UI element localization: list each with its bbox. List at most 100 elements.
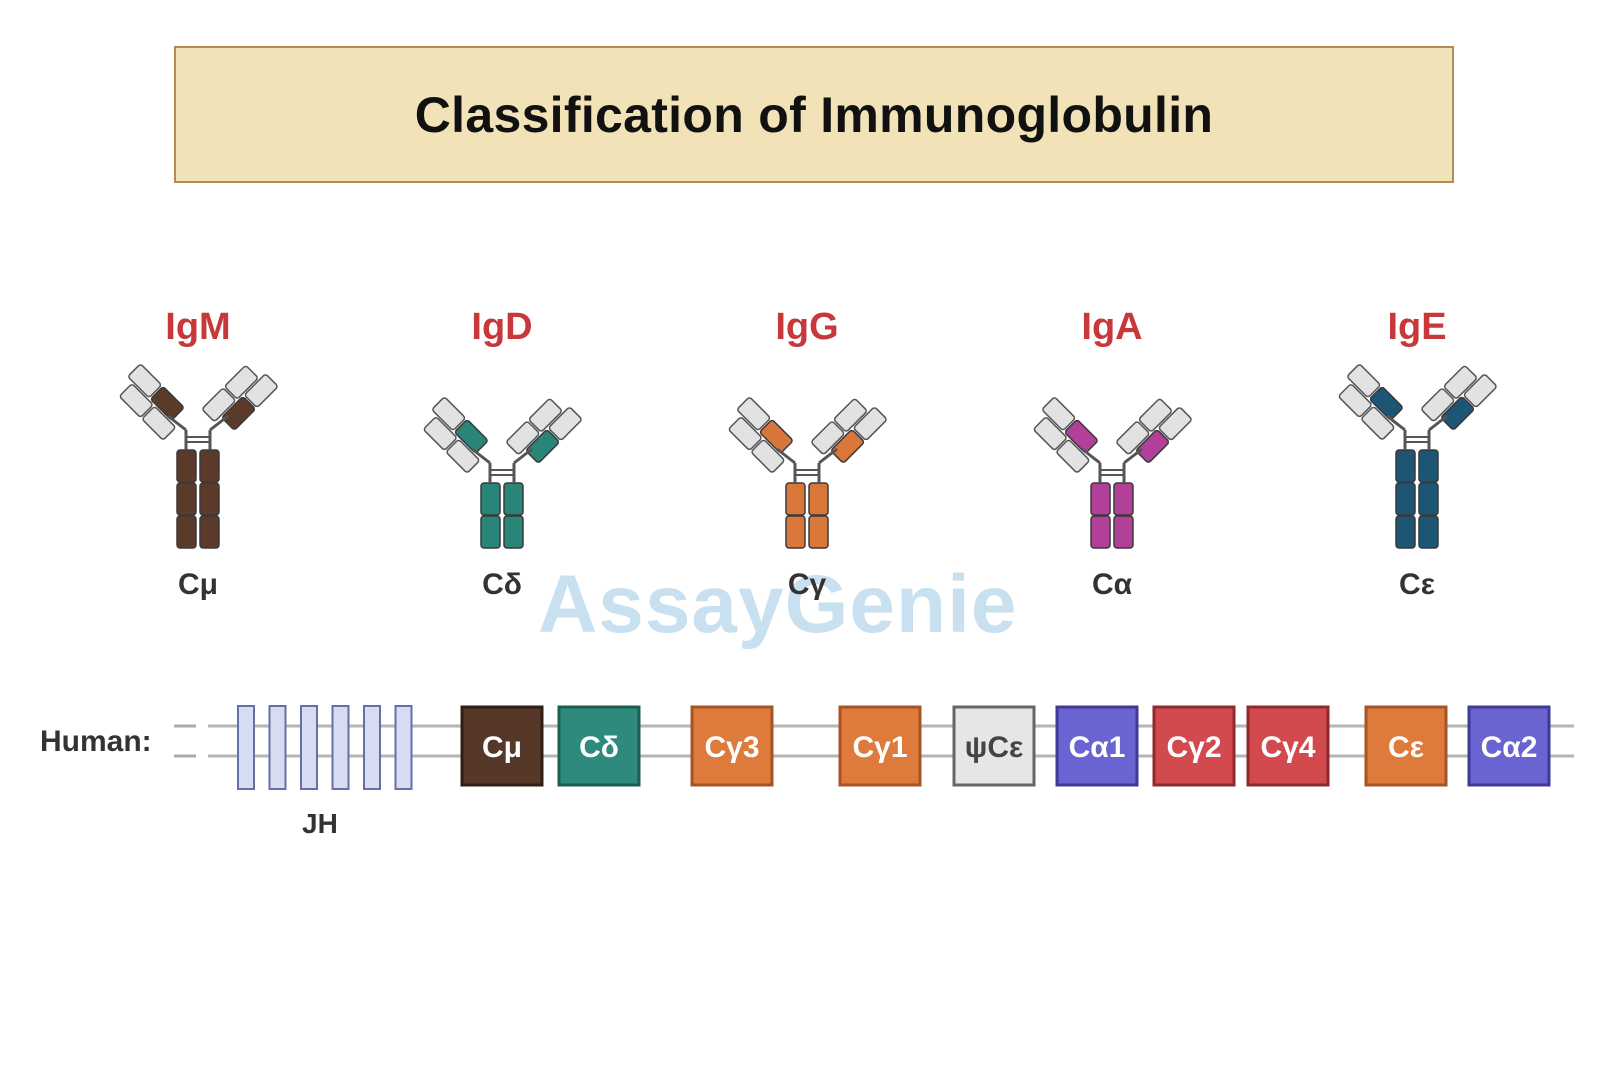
heavy-chain-segment [1090,515,1111,549]
constant-label-delta: Cδ [482,568,522,601]
fab-arm-right [1421,365,1497,430]
fab-arm-left [423,397,488,473]
heavy-chain-segment [503,515,524,549]
gene-box [952,705,1036,787]
heavy-chain-ch1 [1369,386,1403,420]
heavy-chain-segment [480,515,501,549]
fab-arm-right [811,398,887,463]
light-chain-constant [1116,421,1150,455]
constant-label-mu: Cμ [177,568,219,601]
gene-block: ψCε [952,705,1036,787]
light-chain-variable [833,398,867,432]
gene-box [1246,705,1330,787]
light-chain-constant [1361,406,1395,440]
heavy-chain-variable [128,364,162,398]
heavy-chain-segment [808,515,829,549]
jh-segment [394,705,413,790]
heavy-chain-segment [176,515,197,549]
antibody-name-igd: IgD [471,306,533,348]
jh-segment [331,705,350,790]
gene-label: Cμ [482,731,522,764]
page-title: Classification of Immunoglobulin [414,86,1214,143]
light-chain-constant [446,439,480,473]
human-heavy-chain-locus: Cμ Cδ Cγ3 Cγ1 ψCε Cα1 Cγ2 Cγ4 Cε Cα2 [174,705,1574,790]
heavy-chain-segment [176,482,197,516]
fab-arm-left [1338,364,1403,440]
gene-label: Cδ [579,731,619,764]
arm-connector [471,447,491,465]
heavy-chain-ch1 [526,429,560,463]
fab-arm-right [506,398,582,463]
gene-label: Cα1 [1069,731,1126,764]
jh-segment [237,705,255,790]
heavy-chain-ch1 [831,429,865,463]
gene-label: Cα2 [1481,731,1538,764]
gene-box [838,705,922,787]
antibody-iga [1033,397,1192,549]
watermark-logo: AssayGenie [538,559,1018,650]
arm-connector [1386,414,1406,432]
antibody-igm [119,364,278,549]
light-chain-constant [1056,439,1090,473]
fab-arm-left [1033,397,1098,473]
gene-label: Cγ2 [1166,731,1221,764]
heavy-chain-ch1 [759,419,793,453]
heavy-chain-variable [1042,397,1076,431]
arm-connector [776,447,796,465]
arm-connector [209,414,229,432]
light-chain-variable [423,417,457,451]
heavy-chain-segment [1395,482,1416,516]
heavy-chain-ch1 [1064,419,1098,453]
heavy-chain-segment [1418,515,1439,549]
heavy-chain-segment [1395,515,1416,549]
constant-label-epsilon: Cε [1399,568,1435,601]
gene-block: Cδ [557,705,641,787]
gene-block: Cγ3 [690,705,774,787]
arm-connector [1081,447,1101,465]
heavy-chain-variable [548,407,582,441]
gene-label: ψCε [965,731,1024,764]
heavy-chain-ch1 [1136,429,1170,463]
arm-connector [167,414,187,432]
gene-box [690,705,774,787]
heavy-chain-segment [1418,482,1439,516]
heavy-chain-variable [244,374,278,408]
heavy-chain-segment [199,449,220,483]
light-chain-variable [728,417,762,451]
gene-box [557,705,641,787]
gene-label: Cγ4 [1260,731,1315,764]
antibody-name-igg: IgG [775,306,839,348]
heavy-chain-variable [1158,407,1192,441]
heavy-chain-ch1 [150,386,184,420]
gene-label: Cγ1 [852,731,907,764]
heavy-chain-segment [199,482,220,516]
title-banner: Classification of Immunoglobulin [174,46,1454,183]
heavy-chain-variable [432,397,466,431]
heavy-chain-variable [737,397,771,431]
heavy-chain-segment [199,515,220,549]
light-chain-constant [811,421,845,455]
fab-arm-left [728,397,793,473]
heavy-chain-segment [503,482,524,516]
arm-connector [1123,447,1143,465]
light-chain-variable [224,365,258,399]
light-chain-variable [528,398,562,432]
gene-label: Cε [1388,731,1424,764]
antibody-igd [423,397,582,549]
antibody-ige [1338,364,1497,549]
heavy-chain-segment [1113,515,1134,549]
heavy-chain-segment [480,482,501,516]
heavy-chain-segment [1395,449,1416,483]
arm-connector [1428,414,1448,432]
light-chain-constant [751,439,785,473]
heavy-chain-ch1 [454,419,488,453]
gene-label: Cγ3 [704,731,759,764]
light-chain-variable [1443,365,1477,399]
gene-block: Cγ2 [1152,705,1236,787]
light-chain-variable [1138,398,1172,432]
jh-segment [268,705,287,790]
species-label: Human: [40,725,152,758]
jh-segment [300,705,318,790]
jh-segment [363,705,381,790]
